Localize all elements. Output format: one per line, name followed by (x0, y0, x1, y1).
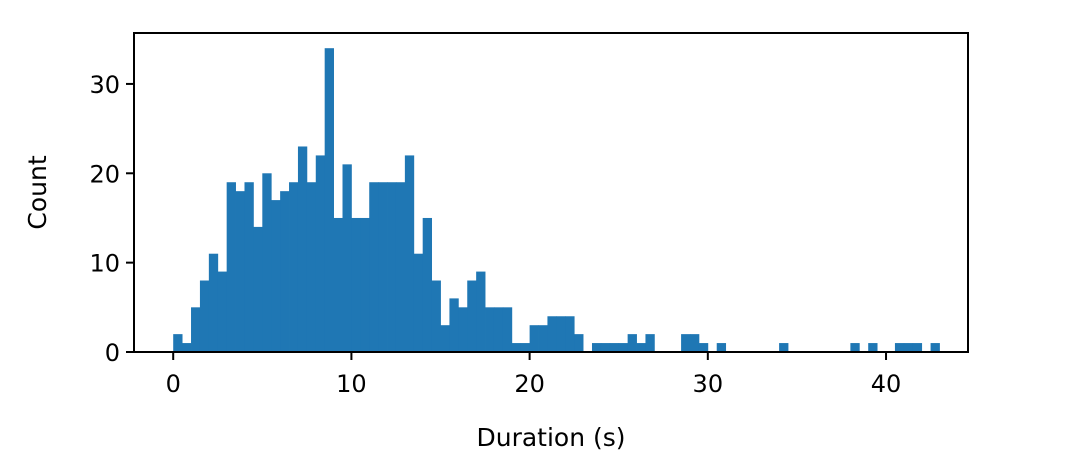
histogram-bar (591, 343, 602, 352)
histogram-bar (850, 343, 860, 352)
histogram-bar (217, 271, 228, 352)
histogram-bar (182, 343, 192, 352)
x-tick-label: 10 (336, 370, 367, 398)
histogram-bar (387, 182, 397, 352)
histogram-bar (395, 182, 406, 352)
histogram-bar (199, 280, 210, 352)
histogram-bar (565, 316, 575, 352)
x-tick-label: 0 (166, 370, 181, 398)
histogram-bar (538, 325, 548, 352)
histogram-bar (574, 334, 584, 352)
x-tick-label: 30 (693, 370, 724, 398)
histogram-bar (485, 307, 495, 352)
histogram-bar (681, 334, 691, 352)
y-tick-label: 30 (89, 71, 120, 99)
histogram-bar (476, 271, 486, 352)
histogram-bar (930, 343, 940, 352)
histogram-bar (378, 182, 388, 352)
histogram-bar (645, 334, 655, 352)
histogram-bar (690, 334, 700, 352)
y-axis-label: Count (23, 155, 52, 229)
histogram-bar (903, 343, 914, 352)
histogram-bar (556, 316, 566, 352)
histogram-bar (306, 182, 317, 352)
histogram-bar (191, 307, 201, 352)
histogram-bar (449, 298, 459, 352)
histogram-bar (413, 253, 424, 352)
x-axis-ticks: 0 10 20 30 40 (166, 352, 902, 398)
histogram-bar (458, 307, 468, 352)
histogram-bar (235, 191, 245, 352)
histogram-bar (369, 182, 379, 352)
histogram-bar (511, 343, 522, 352)
histogram-bar (226, 182, 236, 352)
histogram-bars (173, 48, 940, 352)
histogram-bar (404, 155, 415, 352)
histogram-bar (173, 334, 183, 352)
histogram-bar (618, 343, 629, 352)
histogram-bar (520, 343, 531, 352)
histogram-bar (894, 343, 905, 352)
histogram-bar (342, 164, 352, 352)
histogram-bar (440, 325, 450, 352)
x-tick-label: 40 (871, 370, 902, 398)
histogram-bar (333, 217, 343, 352)
histogram-bar (289, 182, 299, 352)
histogram-bar (609, 343, 620, 352)
histogram-bar (297, 146, 308, 352)
histogram-bar (547, 316, 557, 352)
histogram-bar (280, 191, 290, 352)
histogram-bar (467, 280, 477, 352)
y-tick-label: 10 (89, 250, 120, 278)
x-axis-label: Duration (s) (476, 423, 625, 452)
histogram-bar (208, 253, 219, 352)
histogram-bar (868, 343, 878, 352)
y-axis-ticks: 0 10 20 30 (89, 71, 134, 367)
histogram-bar (315, 155, 326, 352)
histogram-bar (244, 182, 254, 352)
histogram-bar (351, 217, 361, 352)
histogram-bar (431, 280, 441, 352)
histogram-bar (262, 173, 272, 352)
histogram-bar (600, 343, 611, 352)
y-tick-label: 20 (89, 160, 120, 188)
histogram-bar (271, 200, 281, 352)
histogram-bar (493, 307, 504, 352)
histogram-bar (779, 343, 789, 352)
histogram-bar (253, 226, 263, 352)
histogram-bar (422, 217, 433, 352)
x-tick-label: 20 (514, 370, 545, 398)
histogram-bar (636, 343, 646, 352)
histogram-bar (716, 343, 727, 352)
histogram-bar (360, 217, 370, 352)
histogram-bar (324, 48, 334, 352)
histogram-bar (912, 343, 923, 352)
histogram-bar (529, 325, 539, 352)
histogram-bar (502, 307, 513, 352)
y-tick-label: 0 (105, 339, 120, 367)
histogram-bar (698, 343, 709, 352)
plot-frame (133, 32, 969, 353)
histogram-bar (627, 334, 637, 352)
